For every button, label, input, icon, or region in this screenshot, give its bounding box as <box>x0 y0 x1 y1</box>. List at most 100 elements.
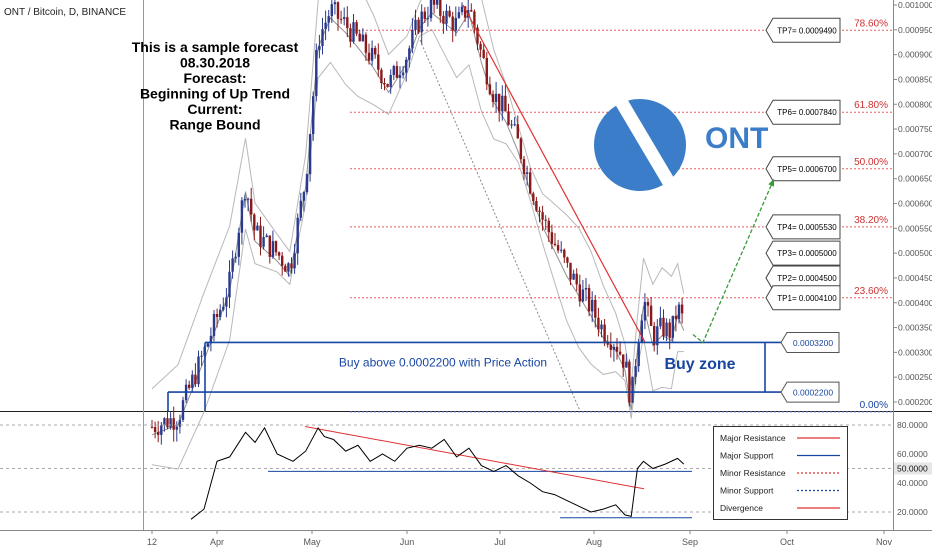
take-profit-label: TP2= 0.0004500 <box>777 274 837 283</box>
time-tick-label: May <box>303 537 321 547</box>
candle-body <box>178 419 182 427</box>
candle-body <box>680 304 684 314</box>
legend-label: Major Resistance <box>720 433 786 443</box>
candle-body <box>426 18 430 20</box>
candle-body <box>575 273 578 285</box>
candle-body <box>423 11 426 19</box>
forecast-note-line: 08.30.2018 <box>180 55 250 71</box>
candle-body <box>572 273 575 280</box>
candle-body <box>370 47 374 61</box>
take-profit-box <box>765 285 841 311</box>
rsi-tick-label: 50.0000 <box>897 464 928 474</box>
rsi-current-badge <box>894 462 932 475</box>
candle-body <box>395 66 399 78</box>
candle-body <box>643 301 647 321</box>
logo-slash <box>596 70 690 207</box>
candle-body <box>414 19 417 30</box>
candle-body <box>510 124 513 126</box>
time-axis: 12 Apr May Jun Jul Aug Sep Oct Nov <box>147 530 893 547</box>
forecast-note-line: Forecast: <box>183 70 246 86</box>
candle-body <box>324 22 327 30</box>
candle-body <box>547 220 550 233</box>
candle-body <box>166 418 169 428</box>
logo-text: ONT <box>705 122 768 155</box>
candle-body <box>246 198 250 200</box>
candle-body <box>671 315 674 338</box>
candle-body <box>538 210 541 213</box>
candle-body <box>454 17 457 31</box>
projection-path <box>692 178 775 344</box>
candle-body <box>581 289 585 302</box>
take-profit-callout: TP5= 0.0006700 <box>765 156 841 182</box>
candle-body <box>284 265 287 272</box>
candle-body <box>215 314 219 318</box>
candle-body <box>408 48 411 60</box>
candle-body <box>501 95 504 112</box>
candle-body <box>470 10 473 12</box>
take-profit-callout: TP3= 0.0005000 <box>765 240 841 266</box>
buy-zone-text: Buy above 0.0002200 with Price Action <box>339 355 547 369</box>
candle-body <box>277 252 281 256</box>
candle-body <box>392 66 395 76</box>
rsi-divergence-line <box>304 425 645 490</box>
candle-body <box>439 0 442 16</box>
candle-body <box>584 288 588 290</box>
candle-body <box>448 10 451 17</box>
take-profit-label: TP5= 0.0006700 <box>777 165 837 174</box>
candle-body <box>374 47 377 55</box>
candle-body <box>361 34 364 42</box>
take-profit-callout: TP4= 0.0005530 <box>765 214 841 240</box>
candle-body <box>160 425 163 435</box>
candle-body <box>485 57 488 85</box>
candle-body <box>603 324 606 342</box>
time-tick-label: Nov <box>876 537 893 547</box>
legend-label: Minor Resistance <box>720 468 786 478</box>
fib-level-label: 38.20% <box>854 215 888 226</box>
candle-body <box>355 22 358 34</box>
price-tick-label: 0.0002000 <box>898 397 932 407</box>
candle-body <box>197 356 200 385</box>
rsi-tick-label: 60.0000 <box>897 449 928 459</box>
candle-body <box>476 27 479 44</box>
rsi-tick-label: 80.0000 <box>897 420 928 430</box>
time-tick-label: Apr <box>210 537 224 547</box>
candle-body <box>352 22 355 42</box>
candle-body <box>209 335 213 344</box>
ont-logo: ONT <box>594 70 768 207</box>
time-tick-label: Sep <box>682 537 698 547</box>
candle-body <box>274 241 278 253</box>
candle-body <box>541 212 544 220</box>
candle-body <box>398 75 402 78</box>
candle-body <box>488 84 492 95</box>
forecast-note-line: Current: <box>187 101 242 117</box>
candle-body <box>315 50 318 97</box>
candle-body <box>386 83 389 87</box>
candle-body <box>380 69 383 84</box>
candle-body <box>200 355 203 357</box>
candle-body <box>265 235 268 237</box>
candle-body <box>401 72 405 76</box>
candle-body <box>377 54 380 70</box>
candle-body <box>231 258 234 272</box>
candle-body <box>383 83 386 85</box>
candle-body <box>339 18 343 20</box>
major-resistance-line <box>462 4 646 343</box>
take-profit-callout: TP6= 0.0007840 <box>765 99 841 125</box>
rsi-tick-label: 40.0000 <box>897 478 928 488</box>
candle-body <box>653 325 656 346</box>
candle-body <box>296 217 299 254</box>
legend-label: Major Support <box>720 451 774 461</box>
take-profit-box <box>765 99 841 125</box>
candle-body <box>631 376 634 403</box>
candle-body <box>312 96 315 135</box>
